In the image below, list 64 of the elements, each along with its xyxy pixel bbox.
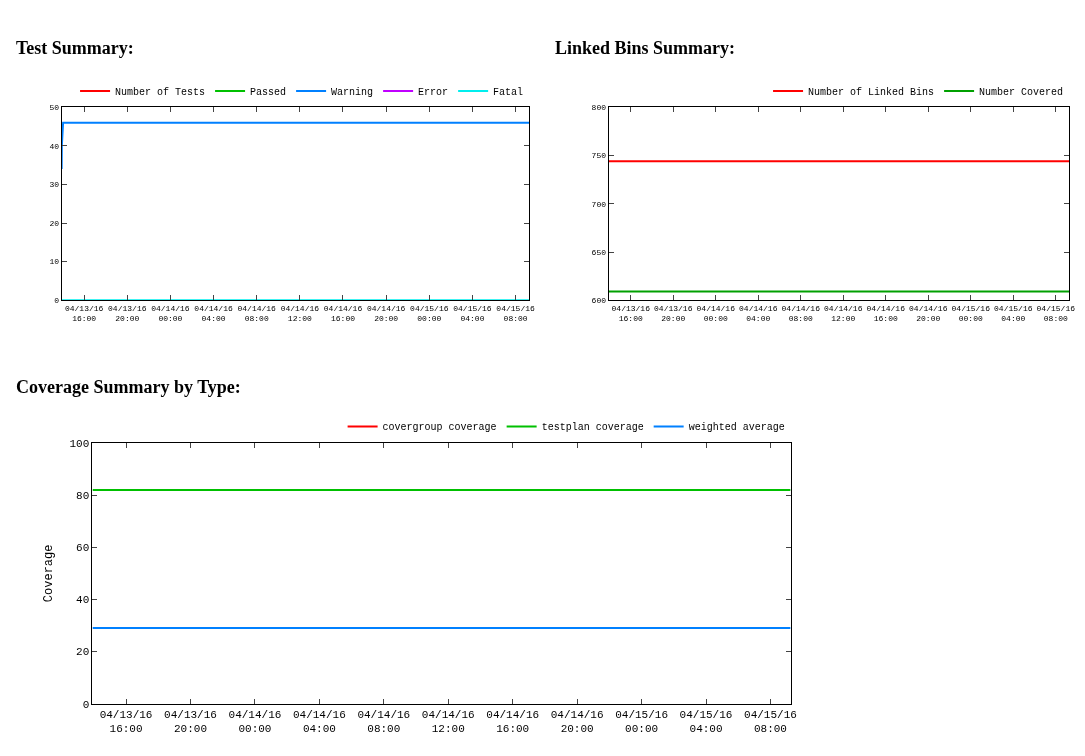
legend-label: Number Covered: [979, 86, 1064, 98]
x-tick-label: 04/14/16 12:00: [824, 303, 863, 324]
legend-label: Error: [418, 86, 449, 98]
legend-label: Number of Tests: [115, 86, 206, 98]
x-tick-label: 04/14/16 16:00: [323, 303, 363, 324]
x-tick-label: 04/14/16 12:00: [280, 303, 320, 324]
y-tick-label: 700: [591, 199, 607, 209]
x-tick-label: 04/14/16 20:00: [909, 303, 948, 324]
y-tick-label: 0: [82, 698, 90, 711]
x-tick-label: 04/14/16 00:00: [151, 303, 190, 324]
x-tick-label: 04/13/16 20:00: [108, 303, 147, 324]
y-tick-label: 10: [49, 257, 60, 267]
x-tick-label: 04/14/16 00:00: [696, 303, 736, 324]
x-tick-label: 04/13/16 20:00: [654, 303, 693, 324]
x-tick-label: 04/14/16 16:00: [866, 303, 906, 324]
chart-title: Linked Bins Summary:: [555, 38, 736, 58]
x-tick-label: 04/14/16 08:00: [357, 708, 411, 736]
y-axis-title: Coverage: [41, 544, 56, 603]
x-tick-label: 04/14/16 08:00: [237, 303, 277, 324]
legend-label: covergroup coverage: [382, 422, 497, 434]
y-tick-label: 20: [76, 646, 90, 659]
x-tick-label: 04/15/16 00:00: [410, 303, 449, 324]
y-tick-label: 0: [54, 296, 60, 306]
y-tick-label: 650: [591, 247, 607, 257]
y-tick-label: 750: [591, 151, 607, 161]
x-tick-label: 04/15/16 04:00: [679, 708, 733, 736]
legend-label: Warning: [331, 86, 374, 98]
x-tick-label: 04/13/16 16:00: [64, 303, 104, 324]
x-tick-label: 04/14/16 20:00: [366, 303, 406, 324]
x-tick-label: 04/14/16 00:00: [228, 708, 282, 736]
x-tick-label: 04/14/16 04:00: [292, 708, 346, 736]
legend-label: weighted average: [688, 422, 785, 434]
y-tick-label: 20: [49, 218, 60, 228]
x-tick-label: 04/14/16 04:00: [194, 303, 233, 324]
x-tick-label: 04/15/16 08:00: [496, 303, 535, 324]
y-tick-label: 40: [49, 141, 60, 151]
legend-label: testplan coverage: [541, 422, 644, 434]
y-tick-label: 30: [49, 180, 60, 190]
x-tick-label: 04/14/16 12:00: [421, 708, 475, 736]
x-tick-label: 04/13/16 16:00: [611, 303, 651, 324]
y-tick-label: 80: [76, 489, 90, 502]
x-tick-label: 04/15/16 08:00: [744, 708, 797, 736]
legend-label: Number of Linked Bins: [808, 86, 935, 98]
chart-title: Test Summary:: [16, 38, 134, 58]
x-tick-label: 04/15/16 00:00: [951, 303, 991, 324]
x-tick-label: 04/14/16 04:00: [739, 303, 778, 324]
legend-label: Passed: [250, 86, 287, 98]
x-tick-label: 04/15/16 04:00: [994, 303, 1033, 324]
y-tick-label: 600: [591, 296, 607, 306]
y-tick-label: 60: [76, 542, 90, 555]
chart-title: Coverage Summary by Type:: [16, 377, 241, 397]
x-tick-label: 04/13/16 20:00: [164, 708, 217, 736]
y-tick-label: 800: [591, 103, 607, 113]
y-tick-label: 40: [76, 594, 90, 607]
legend-label: Fatal: [493, 86, 524, 98]
x-tick-label: 04/14/16 16:00: [486, 708, 540, 736]
x-tick-label: 04/15/16 00:00: [615, 708, 668, 736]
y-tick-label: 100: [69, 437, 90, 450]
x-tick-label: 04/14/16 08:00: [781, 303, 821, 324]
x-tick-label: 04/13/16 16:00: [99, 708, 153, 736]
y-tick-label: 50: [49, 103, 60, 113]
x-tick-label: 04/15/16 08:00: [1036, 303, 1076, 324]
x-tick-label: 04/15/16 04:00: [453, 303, 492, 324]
x-tick-label: 04/14/16 20:00: [550, 708, 604, 736]
